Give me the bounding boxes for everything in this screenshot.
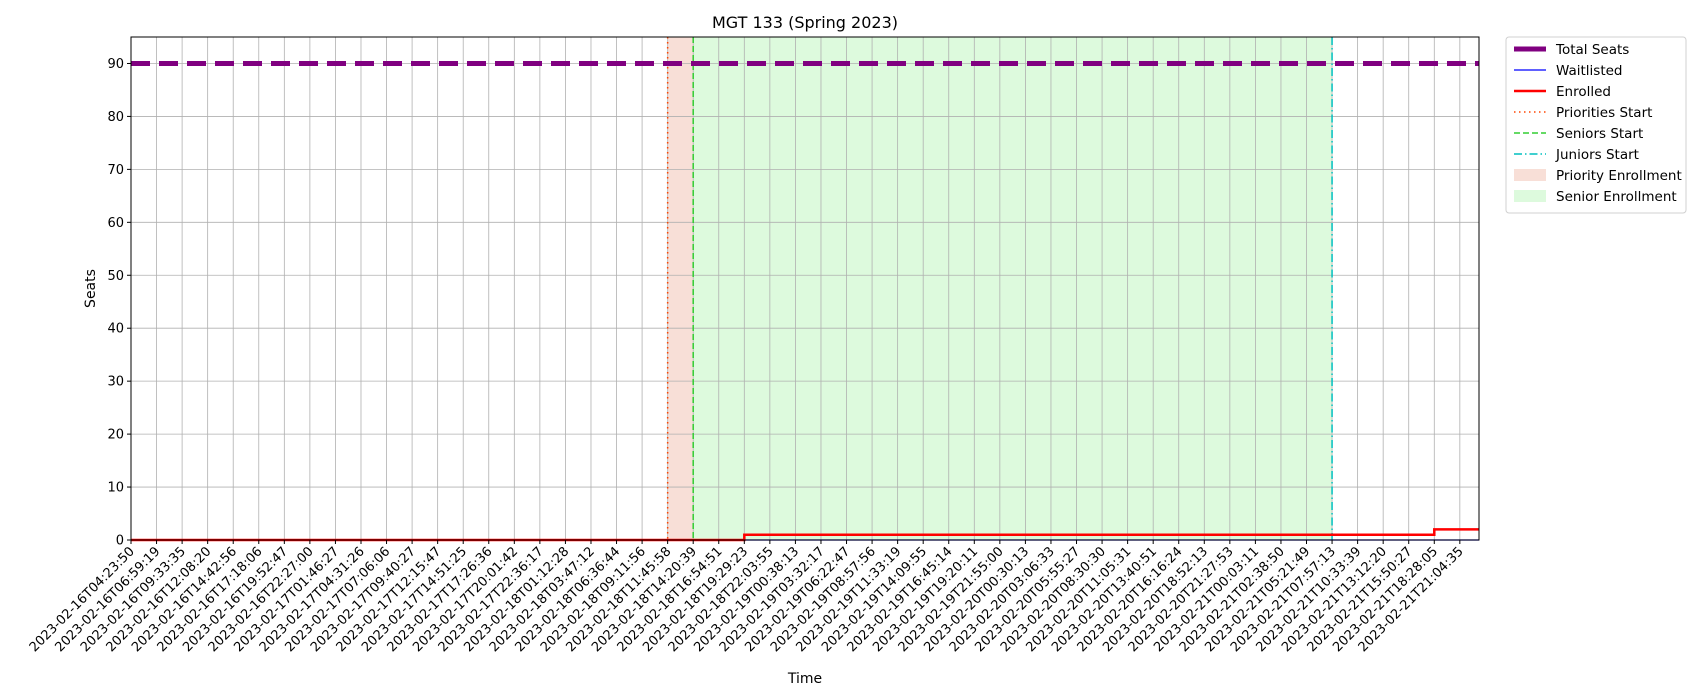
chart-title: MGT 133 (Spring 2023) <box>712 13 898 32</box>
y-tick-label: 10 <box>107 481 124 496</box>
x-axis-label: Time <box>787 671 822 687</box>
legend-label-senior-enrollment: Senior Enrollment <box>1556 189 1677 205</box>
event-lines <box>666 37 1333 540</box>
legend-swatch-priority-enrollment <box>1514 169 1546 181</box>
y-tick-label: 80 <box>107 110 124 125</box>
y-tick-label: 40 <box>107 322 124 337</box>
y-tick-label: 20 <box>107 428 124 443</box>
y-axis-label: Seats <box>83 269 99 308</box>
y-tick-label: 30 <box>107 375 124 390</box>
y-tick-label: 70 <box>107 163 124 178</box>
legend: Total Seats Waitlisted Enrolled Priorities … <box>1505 36 1687 214</box>
legend-label-seniors-start: Seniors Start <box>1556 126 1643 142</box>
plot-frame <box>130 36 1480 541</box>
shaded-region-priority-enrollment <box>667 37 694 540</box>
legend-label-priority-enrollment: Priority Enrollment <box>1556 168 1682 184</box>
y-tick-label: 50 <box>107 269 124 284</box>
legend-label-waitlisted: Waitlisted <box>1556 63 1623 79</box>
y-tick-label: 60 <box>107 216 124 231</box>
legend-label-total-seats: Total Seats <box>1555 42 1629 58</box>
y-tick-label: 90 <box>107 57 124 72</box>
grid-lines <box>130 37 1479 541</box>
y-tick-label: 0 <box>116 534 124 549</box>
legend-label-juniors-start: Juniors Start <box>1555 147 1639 163</box>
legend-label-enrolled: Enrolled <box>1556 84 1611 100</box>
legend-box <box>1505 36 1687 214</box>
legend-swatch-senior-enrollment <box>1514 190 1546 202</box>
legend-label-priorities-start: Priorities Start <box>1556 105 1652 121</box>
shaded-region-senior-enrollment <box>693 37 1333 540</box>
y-axis-ticks: 0 10 20 30 40 50 60 70 80 90 <box>107 57 131 549</box>
shaded-regions <box>667 37 1333 540</box>
